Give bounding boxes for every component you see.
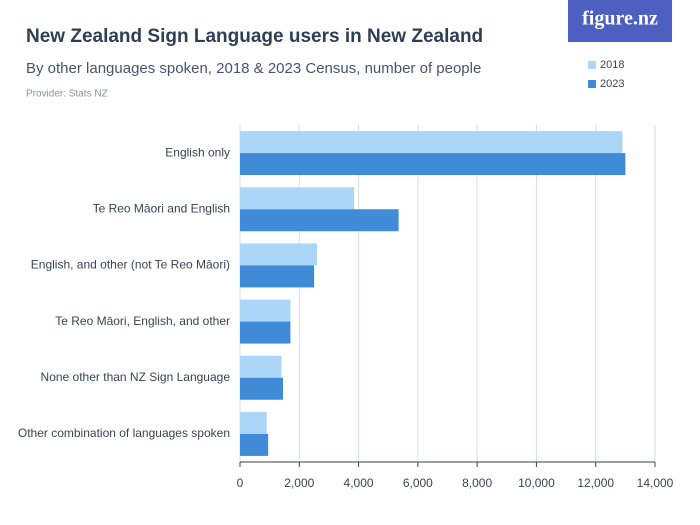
bar (240, 355, 282, 378)
bar (240, 209, 399, 232)
x-tick-label: 4,000 (344, 476, 374, 490)
chart-title: New Zealand Sign Language users in New Z… (26, 26, 483, 47)
bar (240, 243, 318, 266)
bar (240, 321, 291, 344)
category-label: English only (165, 145, 230, 159)
logo: figure.nz (582, 8, 658, 30)
category-label: Te Reo Māori, English, and other (55, 314, 230, 328)
bar (240, 265, 315, 288)
category-label: None other than NZ Sign Language (41, 370, 231, 384)
provider: Provider: Stats NZ (26, 89, 108, 100)
legend-label: 2023 (600, 78, 624, 90)
x-tick-label: 2,000 (284, 476, 314, 490)
bar (240, 377, 283, 400)
category-label: Te Reo Māori and English (93, 201, 230, 215)
bar (240, 187, 355, 210)
x-tick-label: 14,000 (637, 476, 674, 490)
legend-swatch (588, 80, 596, 88)
legend-label: 2018 (600, 59, 624, 71)
bar (240, 131, 623, 154)
category-label: English, and other (not Te Reo Māori) (31, 258, 230, 272)
legend-swatch (588, 61, 596, 69)
bar (240, 153, 626, 176)
chart-subtitle: By other languages spoken, 2018 & 2023 C… (26, 60, 481, 77)
bar (240, 299, 291, 322)
logo-box (568, 0, 672, 42)
category-label: Other combination of languages spoken (18, 426, 230, 440)
x-tick-label: 8,000 (462, 476, 492, 490)
x-tick-label: 12,000 (577, 476, 614, 490)
bar (240, 411, 267, 434)
bar (240, 433, 269, 456)
x-tick-label: 6,000 (403, 476, 433, 490)
x-tick-label: 0 (237, 476, 244, 490)
x-tick-label: 10,000 (518, 476, 555, 490)
